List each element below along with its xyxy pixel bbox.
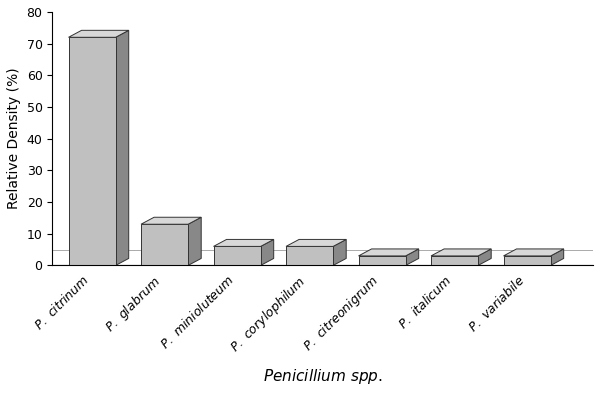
Polygon shape [359,249,419,256]
Bar [286,246,333,265]
Polygon shape [406,249,419,265]
Bar [359,256,406,265]
Polygon shape [188,217,201,265]
Polygon shape [478,249,491,265]
Polygon shape [141,217,201,224]
Polygon shape [260,239,274,265]
Polygon shape [286,239,346,246]
Y-axis label: Relative Density (%): Relative Density (%) [7,68,21,209]
Polygon shape [333,239,346,265]
Bar [214,246,260,265]
X-axis label: $\bf{\it{Penicillium\ spp.}}$: $\bf{\it{Penicillium\ spp.}}$ [263,367,383,386]
Polygon shape [503,249,563,256]
Polygon shape [551,249,563,265]
Bar [68,37,116,265]
Bar [431,256,478,265]
Bar [503,256,551,265]
Polygon shape [214,239,274,246]
Bar [141,224,188,265]
Polygon shape [431,249,491,256]
Polygon shape [116,30,129,265]
Polygon shape [68,30,129,37]
